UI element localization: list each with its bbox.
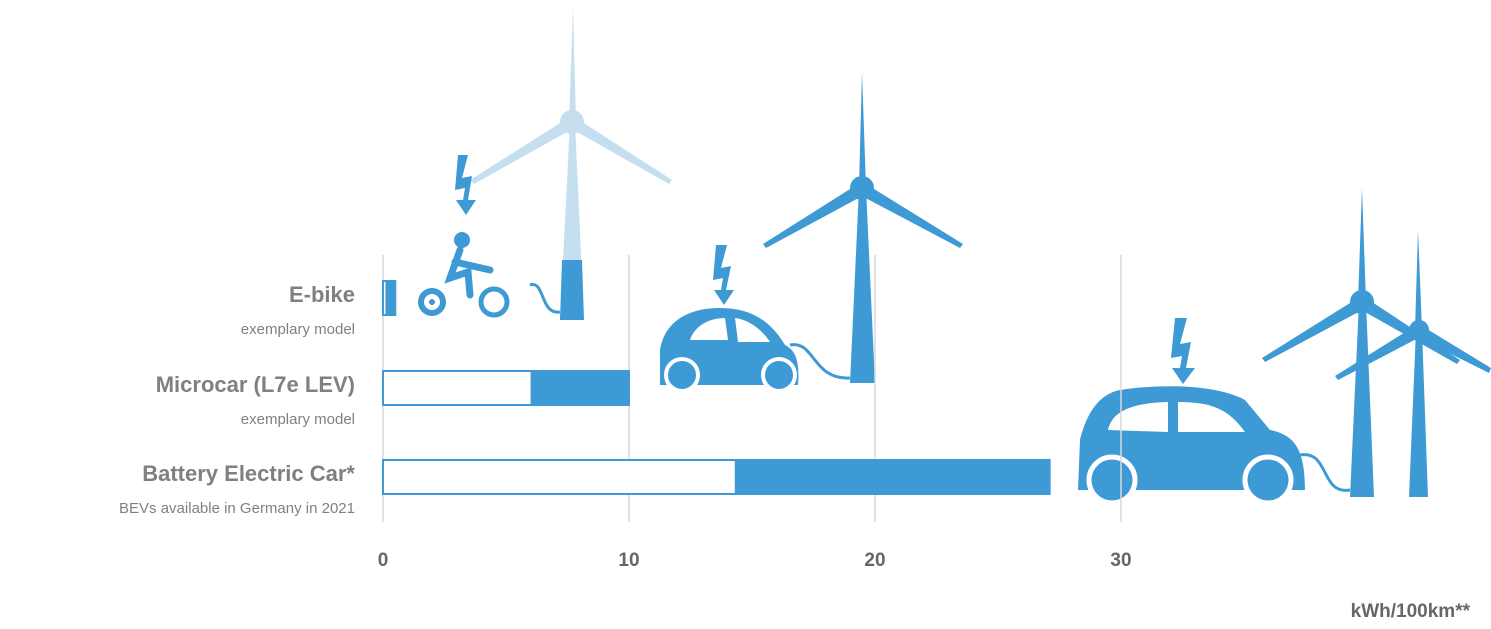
- range-bar: [385, 281, 396, 315]
- category-note: exemplary model: [241, 321, 355, 338]
- wind-turbine: [1262, 188, 1491, 497]
- illustration: [418, 8, 1491, 506]
- x-tick-label: 20: [864, 550, 885, 571]
- category-note: exemplary model: [241, 411, 355, 428]
- x-tick-label: 30: [1110, 550, 1131, 571]
- x-tick-label: 10: [618, 550, 639, 571]
- x-tick-label: 0: [378, 550, 389, 571]
- x-axis-label: kWh/100km**: [1351, 601, 1471, 622]
- range-bar: [734, 460, 1050, 494]
- category-label: E-bike: [289, 282, 355, 307]
- bev-icon: [1078, 318, 1305, 506]
- category-label: Battery Electric Car*: [142, 461, 355, 486]
- wind-turbine: [763, 72, 963, 383]
- range-bar: [530, 371, 629, 405]
- bars: [382, 280, 1051, 495]
- e-bike-icon: [418, 155, 510, 318]
- category-label: Microcar (L7e LEV): [156, 372, 355, 397]
- category-note: BEVs available in Germany in 2021: [119, 500, 355, 517]
- wind-turbine: [470, 8, 672, 320]
- microcar-icon: [660, 245, 799, 393]
